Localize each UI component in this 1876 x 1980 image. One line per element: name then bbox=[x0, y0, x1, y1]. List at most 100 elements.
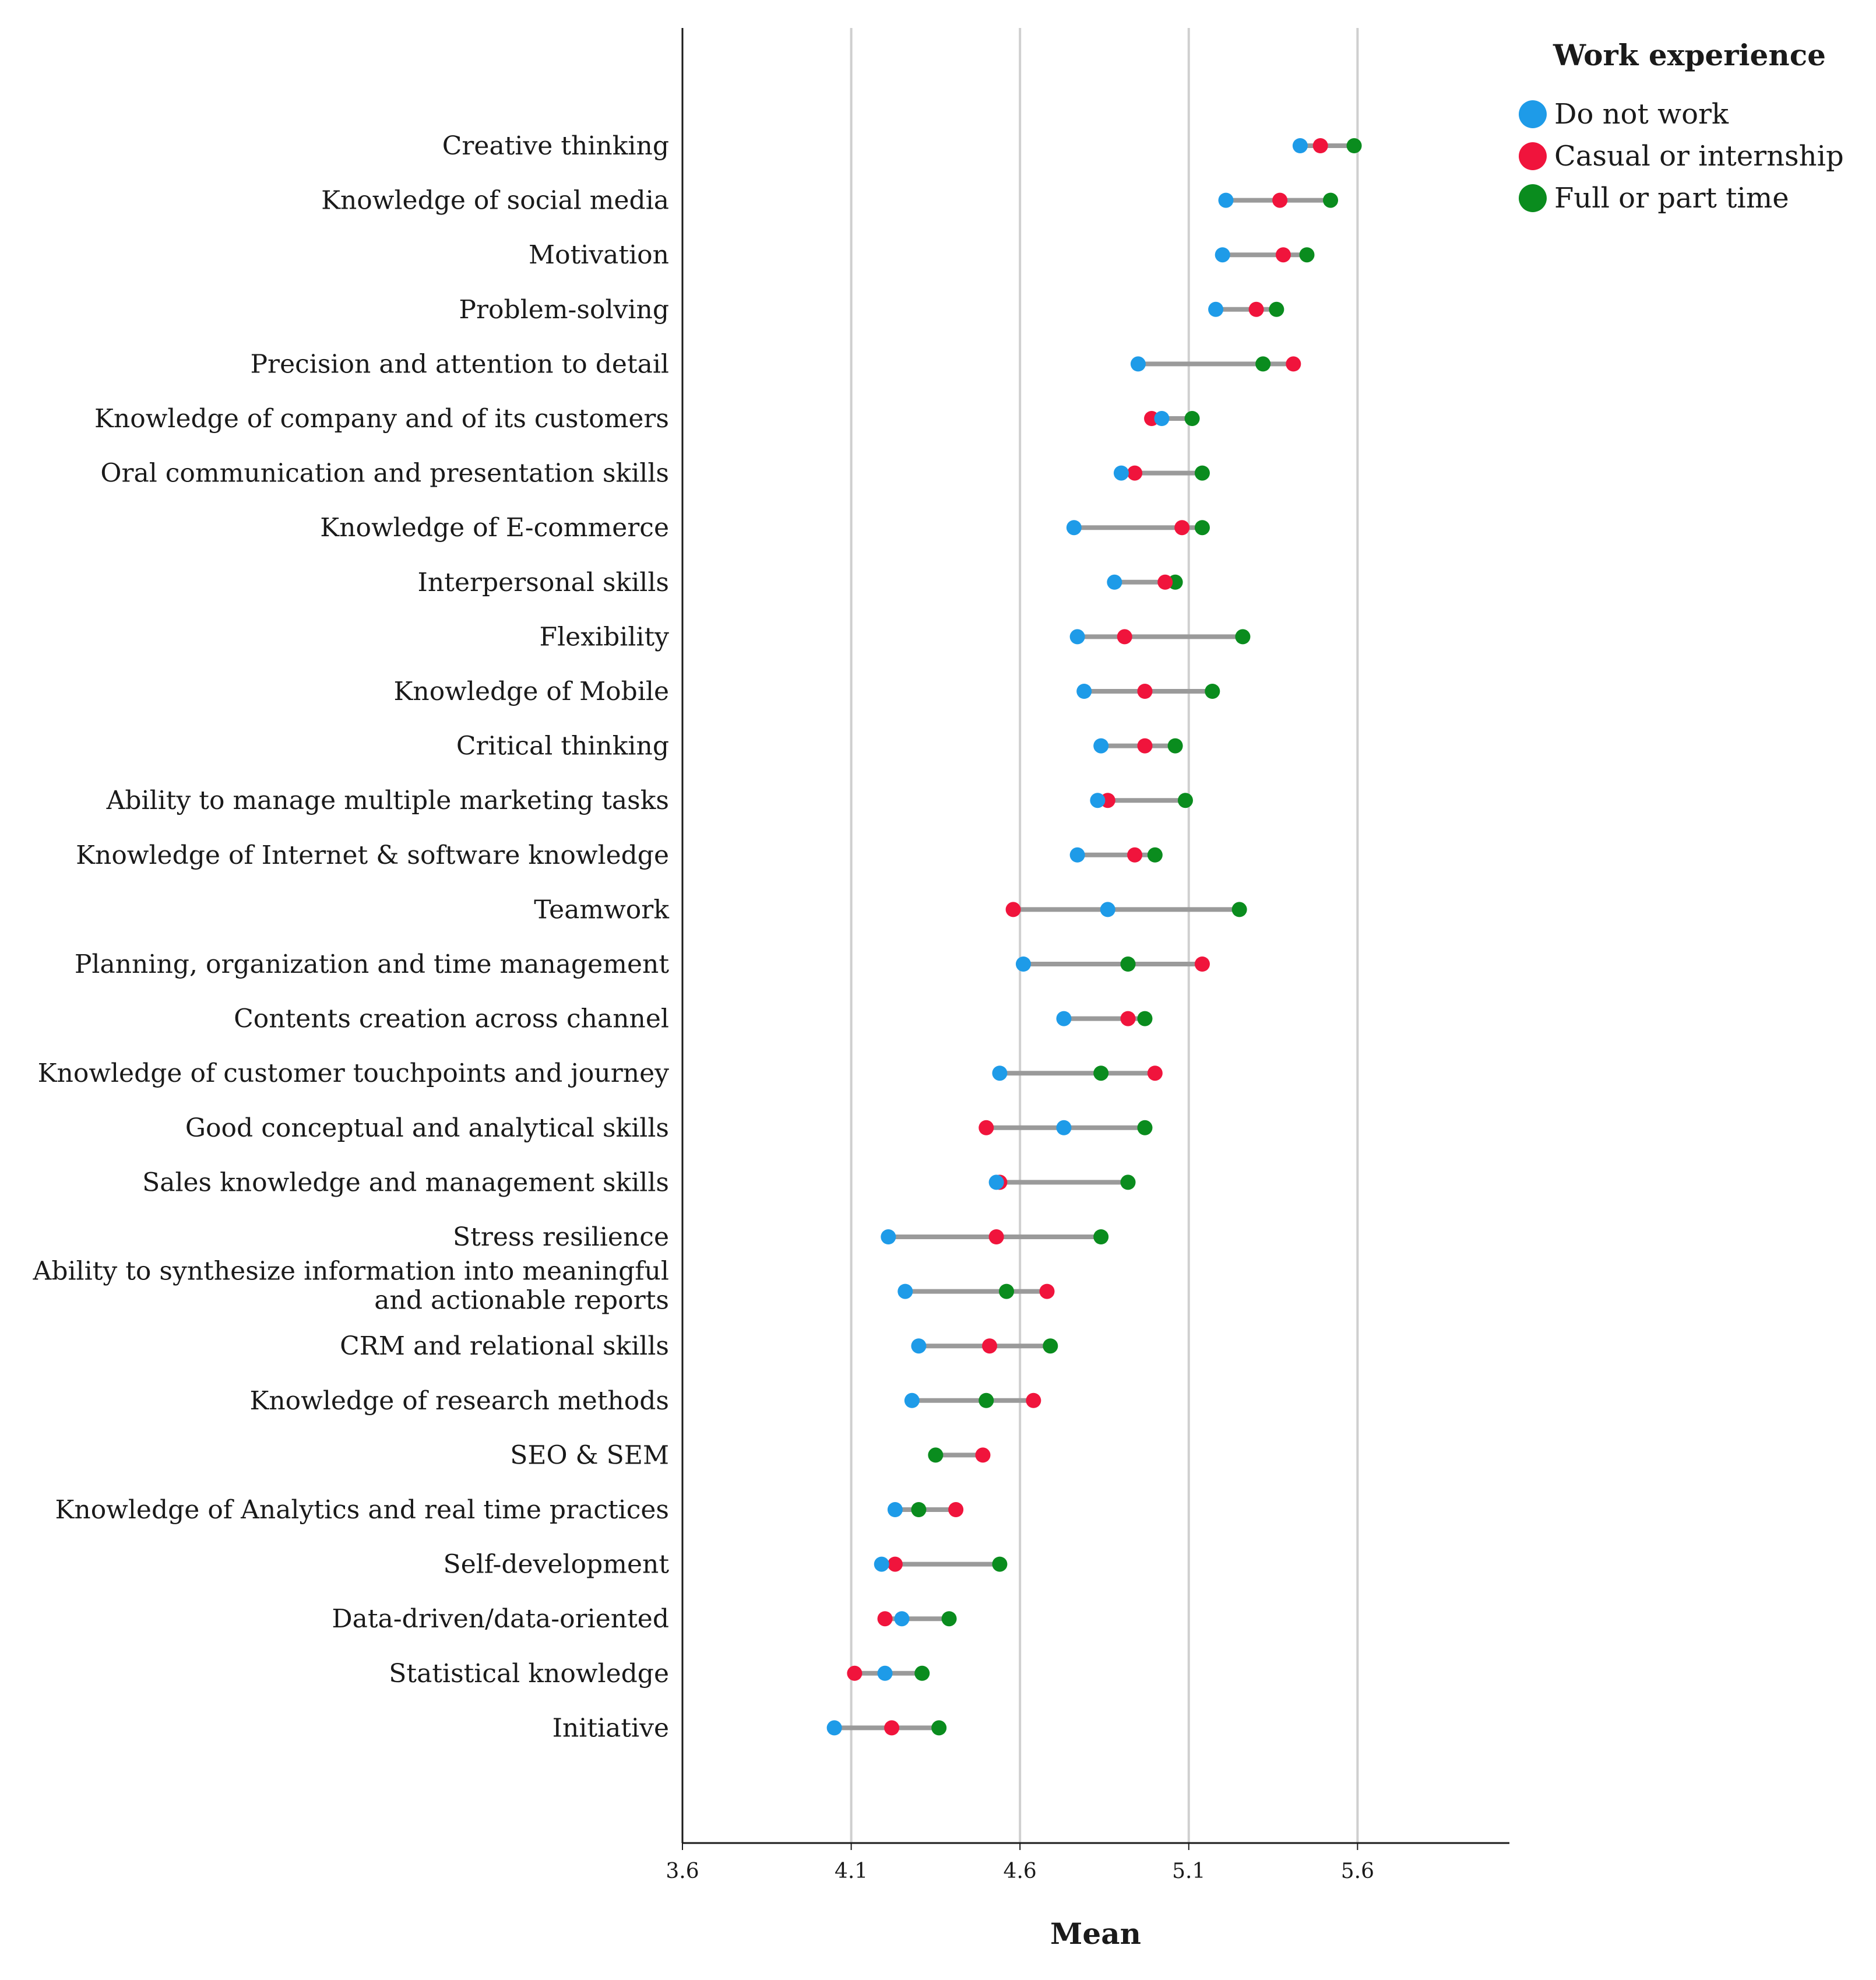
point-full bbox=[914, 1665, 930, 1681]
legend-marker-do-not-work bbox=[1519, 100, 1547, 128]
category-label: Precision and attention to detail bbox=[250, 349, 669, 379]
category-label: Self-development bbox=[444, 1550, 670, 1580]
point-do-not-work bbox=[1056, 1120, 1072, 1135]
chart-rows: Creative thinking Knowledge of social med… bbox=[33, 131, 1362, 1743]
legend-title: Work experience bbox=[1553, 38, 1826, 72]
point-full bbox=[1269, 301, 1284, 317]
point-full bbox=[1093, 1065, 1109, 1081]
x-ticks: 3.6 4.1 4.6 5.1 5.6 bbox=[666, 1843, 1374, 1883]
point-do-not-work bbox=[1076, 684, 1092, 699]
point-do-not-work bbox=[1069, 629, 1085, 645]
category-label: Knowledge of E-commerce bbox=[320, 513, 669, 543]
point-casual bbox=[1248, 301, 1264, 317]
point-full bbox=[931, 1720, 947, 1736]
x-tick-label: 4.1 bbox=[835, 1859, 868, 1883]
point-casual bbox=[1147, 1065, 1163, 1081]
category-label: Data-driven/data-oriented bbox=[332, 1604, 669, 1634]
point-casual bbox=[1137, 684, 1153, 699]
point-full bbox=[1043, 1338, 1058, 1354]
point-casual bbox=[1039, 1283, 1055, 1299]
category-label: Knowledge of company and of its customer… bbox=[94, 404, 669, 434]
point-full bbox=[1093, 1229, 1109, 1244]
point-do-not-work bbox=[1066, 520, 1082, 536]
point-full bbox=[1120, 1174, 1136, 1190]
point-casual bbox=[1312, 138, 1328, 153]
legend: Work experience Do not work Casual or int… bbox=[1519, 38, 1844, 214]
point-casual bbox=[1174, 520, 1190, 536]
point-casual bbox=[1137, 738, 1153, 754]
category-label: Oral communication and presentation skil… bbox=[100, 459, 669, 488]
point-do-not-work bbox=[988, 1174, 1004, 1190]
point-full bbox=[999, 1283, 1015, 1299]
category-label: Good conceptual and analytical skills bbox=[185, 1113, 669, 1143]
axes bbox=[681, 28, 1509, 1844]
point-do-not-work bbox=[1107, 574, 1122, 590]
point-do-not-work bbox=[1090, 793, 1106, 808]
point-casual bbox=[979, 1120, 994, 1135]
point-casual bbox=[1272, 192, 1288, 208]
point-full bbox=[1323, 192, 1339, 208]
point-casual bbox=[1117, 629, 1132, 645]
x-tick-label: 3.6 bbox=[666, 1859, 699, 1883]
category-label: Knowledge of customer touchpoints and jo… bbox=[38, 1058, 670, 1088]
point-casual bbox=[887, 1556, 903, 1572]
point-do-not-work bbox=[904, 1392, 920, 1408]
point-casual bbox=[1120, 1011, 1136, 1026]
category-label: CRM and relational skills bbox=[340, 1331, 669, 1361]
x-tick-label: 5.6 bbox=[1341, 1859, 1374, 1883]
legend-label: Full or part time bbox=[1554, 182, 1789, 214]
category-label: Creative thinking bbox=[442, 131, 669, 161]
point-do-not-work bbox=[881, 1229, 896, 1244]
category-label: Knowledge of Mobile bbox=[394, 677, 669, 706]
legend-label: Do not work bbox=[1554, 98, 1729, 131]
point-do-not-work bbox=[1056, 1011, 1072, 1026]
point-casual bbox=[948, 1502, 964, 1517]
category-label: Stress resilience bbox=[453, 1222, 669, 1252]
category-label: Knowledge of research methods bbox=[249, 1386, 669, 1416]
legend-marker-full bbox=[1519, 184, 1547, 212]
point-casual bbox=[982, 1338, 998, 1354]
x-axis-title: Mean bbox=[1050, 1916, 1141, 1951]
point-do-not-work bbox=[897, 1283, 913, 1299]
category-label: Interpersonal skills bbox=[418, 568, 669, 597]
point-full bbox=[1177, 793, 1193, 808]
category-label: Ability to manage multiple marketing tas… bbox=[106, 786, 669, 815]
category-label: Statistical knowledge bbox=[389, 1659, 669, 1689]
point-casual bbox=[884, 1720, 900, 1736]
point-full bbox=[1194, 520, 1210, 536]
category-label: Sales knowledge and management skills bbox=[142, 1167, 669, 1197]
point-do-not-work bbox=[911, 1338, 927, 1354]
point-casual bbox=[1026, 1392, 1041, 1408]
point-do-not-work bbox=[992, 1065, 1008, 1081]
point-do-not-work bbox=[1208, 301, 1224, 317]
point-do-not-work bbox=[826, 1720, 842, 1736]
point-full bbox=[1167, 738, 1183, 754]
point-full bbox=[941, 1611, 957, 1627]
point-casual bbox=[877, 1611, 893, 1627]
category-label: Knowledge of social media bbox=[321, 186, 669, 216]
category-label: Contents creation across channel bbox=[234, 1004, 669, 1034]
category-label: Critical thinking bbox=[456, 731, 669, 761]
point-full bbox=[1120, 956, 1136, 972]
point-full bbox=[1205, 684, 1220, 699]
legend-marker-casual bbox=[1519, 142, 1547, 170]
category-label: Knowledge of Analytics and real time pra… bbox=[55, 1495, 669, 1525]
point-casual bbox=[1127, 465, 1143, 481]
point-full bbox=[911, 1502, 927, 1517]
point-casual bbox=[847, 1665, 863, 1681]
point-do-not-work bbox=[1093, 738, 1109, 754]
point-do-not-work bbox=[1130, 356, 1146, 372]
point-full bbox=[1299, 247, 1315, 263]
x-tick-label: 5.1 bbox=[1172, 1859, 1205, 1883]
point-full bbox=[928, 1447, 944, 1463]
point-full bbox=[1137, 1120, 1153, 1135]
point-full bbox=[1231, 902, 1247, 917]
category-label: Planning, organization and time manageme… bbox=[75, 949, 670, 979]
point-casual bbox=[975, 1447, 991, 1463]
point-full bbox=[1184, 411, 1200, 426]
point-do-not-work bbox=[1215, 247, 1230, 263]
point-full bbox=[992, 1556, 1008, 1572]
point-full bbox=[1194, 465, 1210, 481]
point-full bbox=[1137, 1011, 1153, 1026]
